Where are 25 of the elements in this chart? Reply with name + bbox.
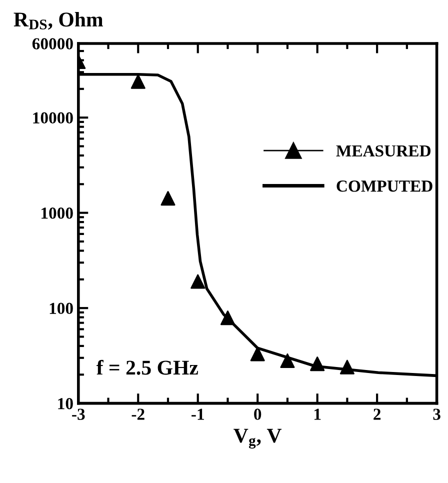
point — [250, 346, 265, 362]
x-axis-title: V$_{g}$, V — [234, 428, 282, 449]
x-tick-label: 0 — [254, 408, 262, 420]
legend-label: MEASURED — [336, 145, 430, 157]
point — [130, 74, 146, 89]
point — [280, 353, 295, 368]
point — [340, 360, 354, 374]
point — [160, 191, 176, 206]
x-tick-label: 2 — [374, 408, 381, 420]
x-tick-label: 1 — [314, 408, 321, 420]
y-tick-label: 10 — [58, 398, 73, 410]
x-tick-label: -2 — [132, 408, 144, 420]
legend-label: COMPUTED — [336, 180, 432, 192]
point — [220, 310, 236, 326]
y-axis-title: R$_{DS}$, Ohm — [14, 12, 103, 30]
x-tick-label: 3 — [433, 408, 440, 420]
x-tick-label: -3 — [72, 408, 85, 420]
y-tick-label: 100 — [50, 302, 73, 314]
x-tick-label: -1 — [192, 408, 204, 420]
y-tick-label: 1000 — [42, 208, 73, 219]
point — [310, 356, 325, 372]
point — [190, 274, 206, 289]
annotation: f = 2.5 GHz — [96, 360, 198, 375]
y-tick-label: 60000 — [32, 38, 73, 50]
y-tick-label: 10000 — [33, 112, 73, 124]
